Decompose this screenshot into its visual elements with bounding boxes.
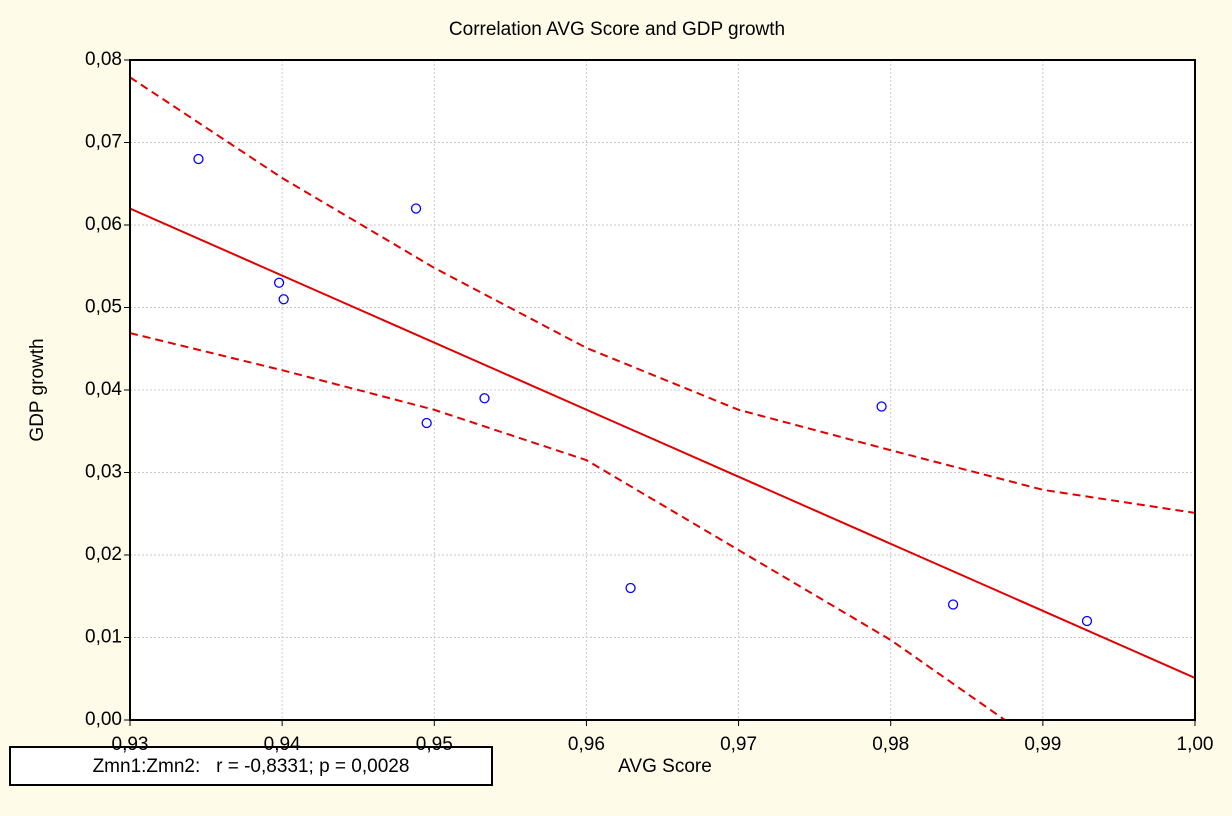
confidence-band [130,76,1195,514]
y-tick-label: 0,03 [85,462,122,483]
y-tick-label: 0,00 [85,709,122,730]
data-point [479,393,490,404]
x-tick-label: 0,94 [264,734,301,755]
annotation: Zmn1:Zmn2: r = -0,8331; p = 0,0028 [93,756,410,777]
x-tick-label: 0,99 [1024,734,1061,755]
data-point [947,599,959,610]
data-point [625,582,636,594]
x-tick-label: 0,97 [720,734,757,755]
data-point [278,294,289,305]
data-point [193,153,204,165]
x-tick-label: 0,93 [112,734,149,755]
y-axis-label: GDP growth [27,338,48,441]
annotation-box [9,746,493,786]
x-tick-label: 0,98 [872,734,909,755]
marks [130,76,1195,720]
y-tick-label: 0,07 [85,132,122,153]
data-point [410,203,422,214]
y-tick-label: 0,04 [85,379,122,400]
data-point [876,401,887,412]
data-point [273,277,285,288]
y-tick-label: 0,01 [85,627,122,648]
x-axis-label: AVG Score [618,756,712,777]
regression-line [130,207,1195,679]
data-point [421,417,432,429]
y-tick-label: 0,05 [85,297,122,318]
y-tick-label: 0,06 [85,214,122,235]
x-tick-label: 0,96 [568,734,605,755]
x-tick-label: 1,00 [1177,734,1214,755]
confidence-band [130,332,1006,720]
y-tick-label: 0,02 [85,544,122,565]
x-tick-label: 0,95 [416,734,453,755]
plot-frame [129,59,1196,721]
chart-title: Correlation AVG Score and GDP growth [449,19,785,40]
y-tick-label: 0,08 [85,49,122,70]
data-point [1081,615,1093,627]
